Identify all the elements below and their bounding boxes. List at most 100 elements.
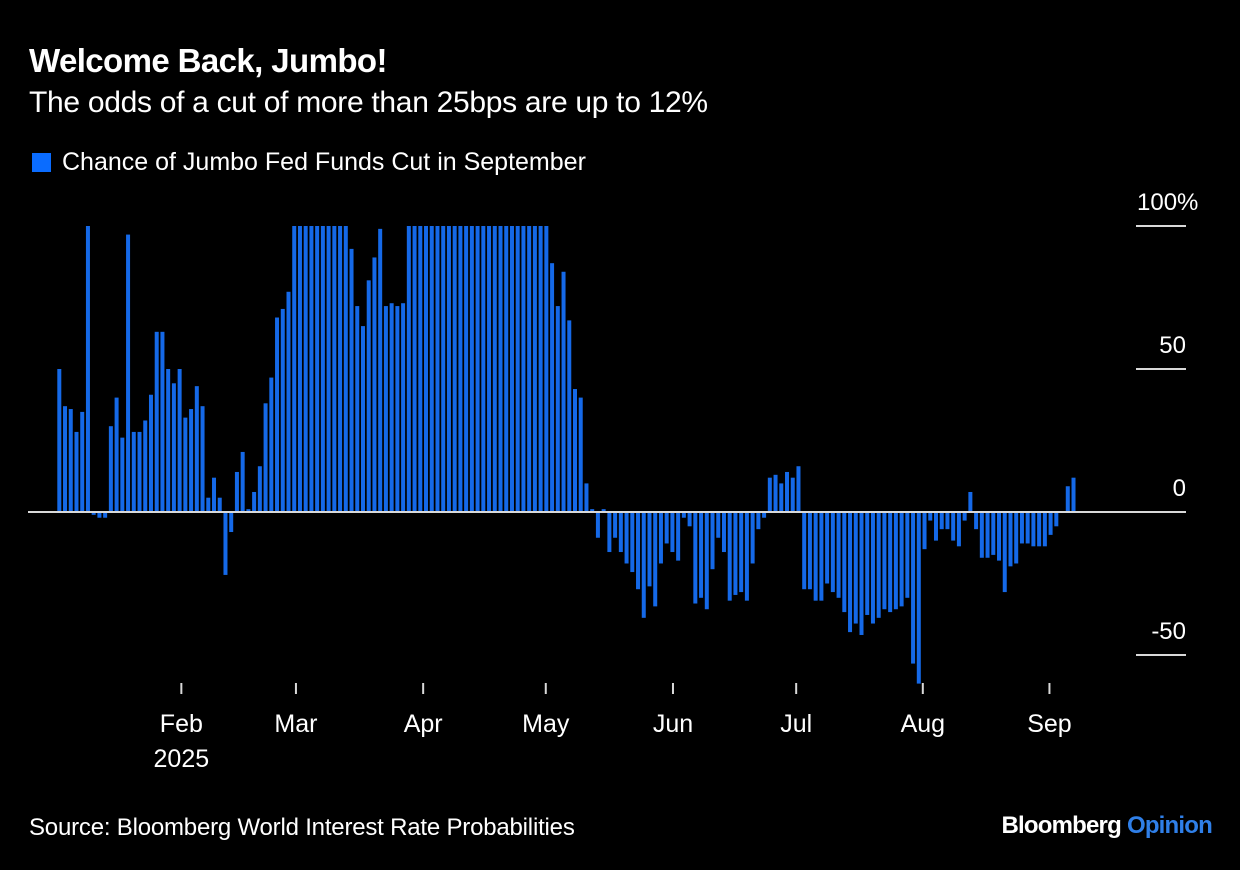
bar [1037,512,1042,547]
bar [974,512,979,530]
bar [263,403,268,512]
bar [555,306,560,512]
bar [870,512,875,624]
bar [68,409,73,512]
bar [595,512,600,538]
source-note: Source: Bloomberg World Interest Rate Pr… [29,814,575,841]
bar [819,512,824,601]
bar [1071,477,1076,512]
y-tick-label: -50 [1151,618,1186,645]
bar [991,512,996,555]
bar [968,491,973,512]
bar [292,226,297,512]
bar [573,389,577,512]
bar [687,512,692,527]
bar [424,226,429,512]
legend-swatch [32,153,51,172]
bar [464,226,469,512]
bar [418,226,423,512]
bar [865,512,870,615]
bar [223,512,228,575]
bar [475,226,480,512]
bar [1042,512,1047,547]
bar [664,512,669,544]
bar [504,226,509,512]
chart-title: Welcome Back, Jumbo! [29,42,387,79]
bar [97,512,102,518]
bar [126,234,131,512]
bar [366,280,371,512]
bar [355,306,360,512]
bar [246,509,251,512]
bar [74,431,79,512]
bar [200,406,205,512]
bar [676,512,681,561]
bar [148,394,153,512]
bar [269,377,274,512]
brand-logo: Bloomberg Opinion [1001,812,1212,840]
x-tick-label: May [522,710,570,738]
bar [429,226,434,512]
bar [853,512,858,624]
bar [836,512,841,598]
brand-primary: Bloomberg [1001,812,1121,839]
bar [91,512,96,515]
bar [704,512,709,610]
bar [532,226,537,512]
bars-group [57,226,1076,684]
bar [63,406,68,512]
bar [721,512,726,553]
bar [939,512,944,530]
x-axis: Feb 2025 Mar Apr May Jun Jul Aug Sep [154,683,1072,773]
bar [389,303,394,512]
bar [658,512,663,564]
bar [830,512,835,593]
bar [916,512,921,684]
bar [280,308,285,512]
x-tick-label: Mar [274,710,317,738]
bar [1054,512,1059,527]
bar [911,512,916,664]
bar [756,512,761,530]
bar [137,431,142,512]
bar [1048,512,1053,535]
bar [108,426,113,512]
bar [670,512,675,553]
x-tick-label: Apr [404,710,443,738]
bar [653,512,658,607]
bar [120,437,125,512]
bar [813,512,818,601]
bar [647,512,652,587]
bar [979,512,984,558]
legend-label: Chance of Jumbo Fed Funds Cut in Septemb… [62,148,586,176]
bar [733,512,738,595]
bar [206,497,211,512]
bar [315,226,320,512]
bar [876,512,881,618]
bar [297,226,302,512]
bar [481,226,486,512]
bar [114,397,119,512]
bar [229,512,234,533]
bar [767,477,772,512]
bar [343,226,348,512]
bar [716,512,721,538]
bar [848,512,853,633]
bar [796,466,801,512]
x-tick-label: Feb [160,710,203,738]
x-tick-label: Sep [1027,710,1071,738]
bar [286,291,291,512]
bar [859,512,864,635]
bar [790,477,795,512]
bar [561,271,566,512]
bar [750,512,755,564]
bar [1014,512,1019,564]
bar [997,512,1002,561]
bar [618,512,623,553]
bar [189,409,194,512]
bar [378,228,383,513]
bar [103,512,108,518]
bar [349,248,354,512]
bar [567,320,572,512]
bar [326,226,331,512]
